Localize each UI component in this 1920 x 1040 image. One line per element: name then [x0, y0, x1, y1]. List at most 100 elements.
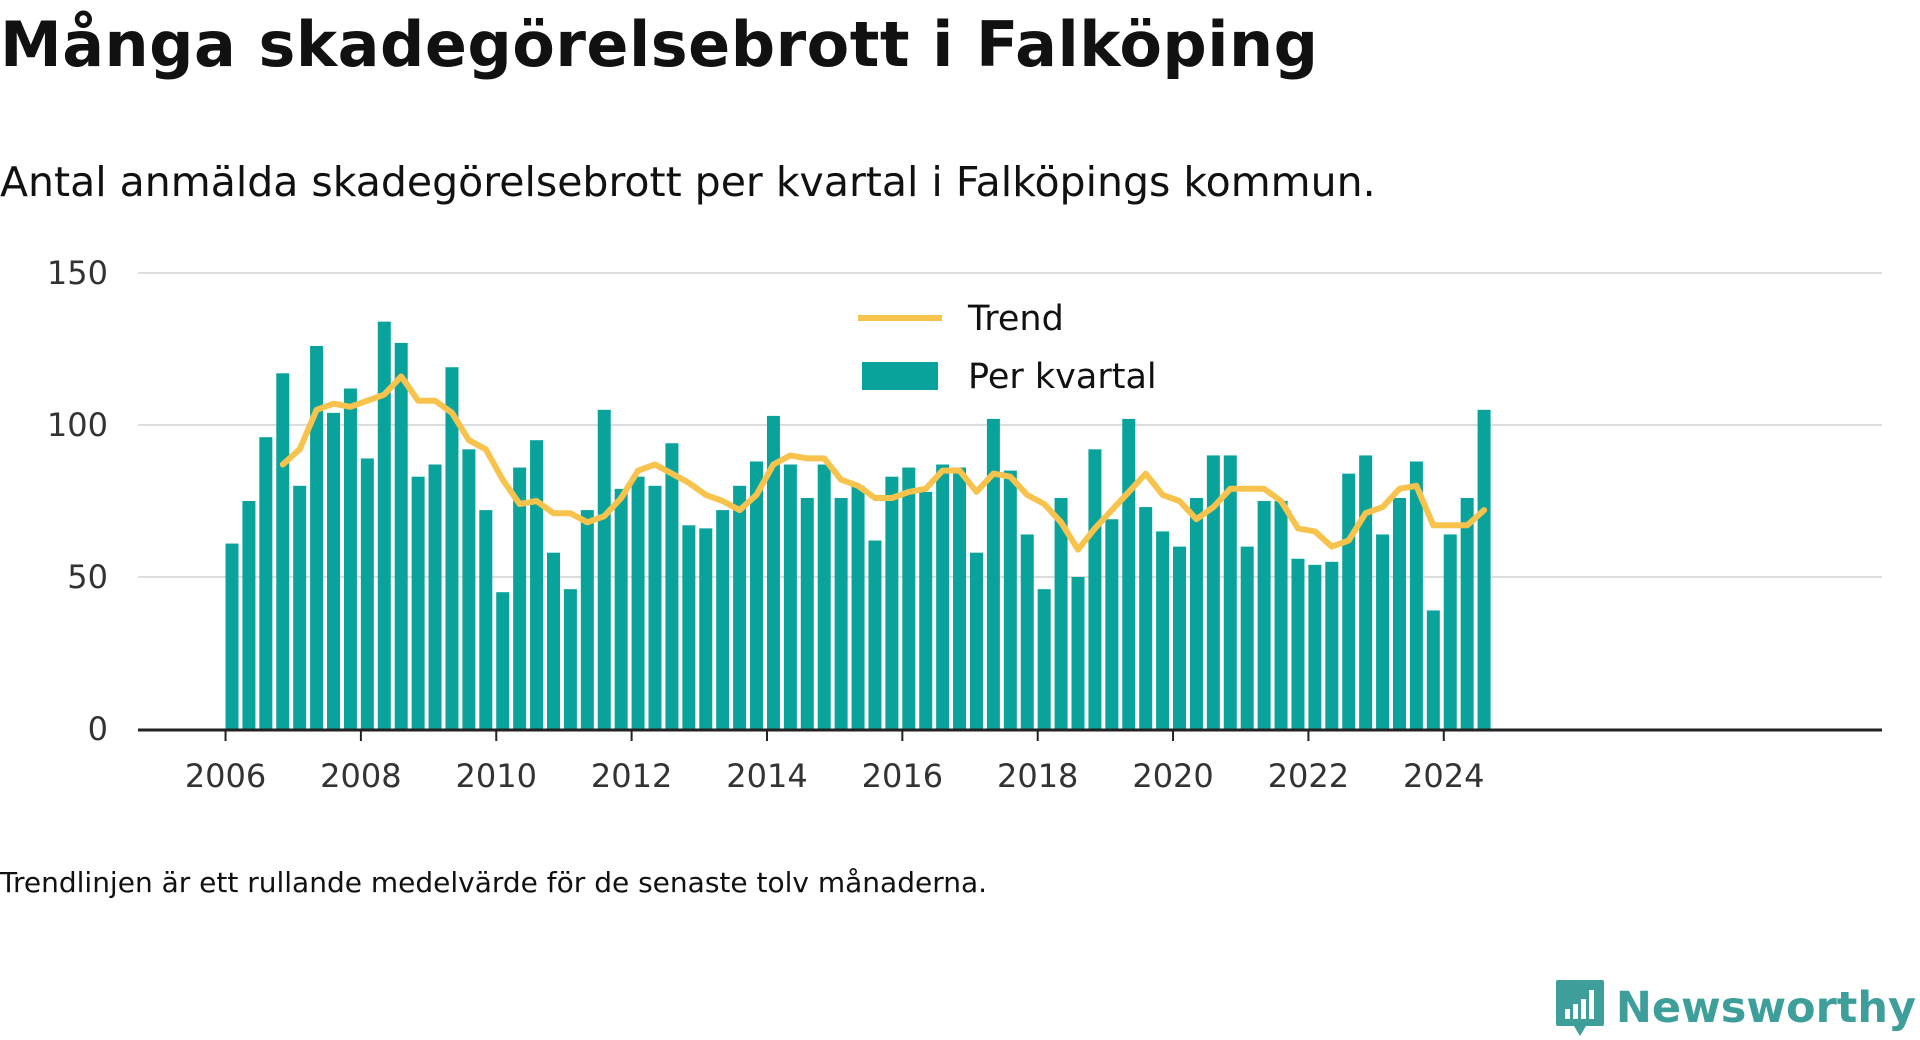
y-tick-label: 150: [47, 254, 108, 292]
bar: [766, 415, 780, 729]
x-tick-label: 2016: [862, 757, 943, 795]
bar: [902, 467, 916, 729]
bar: [343, 388, 357, 729]
footnote: Trendlinjen är ett rullande medelvärde f…: [0, 866, 988, 899]
bar: [834, 497, 848, 729]
trend-line: [279, 373, 1488, 553]
bar: [1426, 610, 1440, 729]
x-tick-label: 2010: [456, 757, 537, 795]
bar: [462, 449, 476, 729]
bar: [665, 443, 679, 729]
bar: [969, 552, 983, 729]
bar: [1392, 497, 1406, 729]
y-tick-label: 50: [67, 558, 108, 596]
newsworthy-logo-icon: [1555, 980, 1604, 1036]
bar: [733, 485, 747, 729]
bar: [750, 461, 764, 729]
x-tick-label: 2014: [726, 757, 807, 795]
bar: [1291, 558, 1305, 729]
bar: [293, 485, 307, 729]
bar: [597, 409, 611, 729]
bar: [242, 501, 256, 729]
bar: [1409, 461, 1423, 729]
bar: [327, 412, 341, 729]
chart-title: Många skadegörelsebrott i Falköping: [0, 8, 1319, 81]
brand[interactable]: Newsworthy: [1554, 978, 1916, 1038]
bar: [953, 467, 967, 729]
bar: [259, 437, 273, 729]
bar: [1274, 501, 1288, 729]
bar: [1477, 409, 1491, 729]
bar: [276, 373, 290, 729]
y-tick-label: 100: [47, 406, 108, 444]
bar: [1173, 546, 1187, 729]
bar: [580, 510, 594, 729]
bar: [1020, 534, 1034, 729]
bar: [496, 592, 510, 729]
bar: [1105, 519, 1119, 729]
legend-trend-label: Trend: [967, 299, 1064, 339]
bars: [225, 321, 1491, 729]
bar: [614, 488, 628, 729]
x-tick-label: 2024: [1403, 757, 1484, 795]
x-tick-label: 2020: [1132, 757, 1213, 795]
bar: [800, 497, 814, 729]
bar: [394, 342, 408, 729]
bar: [1376, 534, 1390, 729]
bar: [1240, 546, 1254, 729]
bar: [783, 464, 797, 729]
bar: [682, 525, 696, 729]
bar: [1122, 418, 1136, 729]
legend: Trend Per kvartal: [858, 299, 1157, 397]
bar: [1189, 497, 1203, 729]
bar: [1054, 497, 1068, 729]
bar: [479, 510, 493, 729]
bar: [546, 552, 560, 729]
bar: [310, 345, 324, 729]
x-tick-label: 2018: [997, 757, 1078, 795]
bar: [530, 440, 544, 729]
bar: [1088, 449, 1102, 729]
bar: [1342, 473, 1356, 729]
bar: [631, 476, 645, 729]
chart-subtitle: Antal anmälda skadegörelsebrott per kvar…: [0, 158, 1376, 206]
bar: [716, 510, 730, 729]
x-tick-label: 2012: [591, 757, 672, 795]
brand-name: Newsworthy: [1615, 983, 1916, 1033]
bar: [699, 528, 713, 729]
bar: [986, 418, 1000, 729]
bar: [1460, 497, 1474, 729]
bar: [1223, 455, 1237, 729]
bar: [1206, 455, 1220, 729]
bar: [411, 476, 425, 729]
bar: [360, 458, 374, 729]
bar: [817, 464, 831, 729]
bar: [648, 485, 662, 729]
bar: [1139, 507, 1153, 729]
y-tick-label: 0: [88, 710, 108, 748]
bar: [428, 464, 442, 729]
bar: [1359, 455, 1373, 729]
bar: [1037, 589, 1051, 729]
bar: [1257, 501, 1271, 729]
y-tick-labels: 0 50 100 150: [47, 254, 108, 748]
bar: [919, 491, 933, 729]
bar: [885, 476, 899, 729]
x-tick-label: 2006: [185, 757, 266, 795]
legend-bar-swatch: [862, 362, 938, 390]
x-axis: 2006 2008 2010 2012 2014 2016 2018 2020 2022 2024: [138, 728, 1882, 795]
bar: [445, 367, 459, 729]
x-tick-label: 2008: [320, 757, 401, 795]
bar: [1003, 470, 1017, 729]
bar: [1071, 577, 1085, 729]
trend-line-group: [279, 373, 1488, 553]
bar: [1308, 564, 1322, 729]
bar: [936, 464, 950, 729]
x-tick-label: 2022: [1268, 757, 1349, 795]
bar: [225, 543, 239, 729]
bar: [563, 589, 577, 729]
legend-bar-label: Per kvartal: [968, 357, 1157, 397]
bar: [851, 485, 865, 729]
bar: [868, 540, 882, 729]
